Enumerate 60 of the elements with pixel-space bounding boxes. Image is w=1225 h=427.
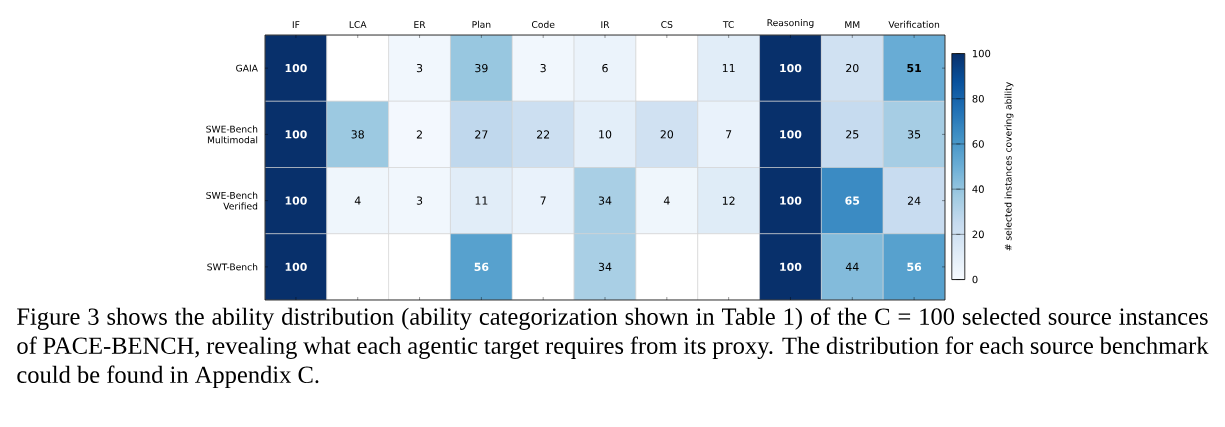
data-label: 34 bbox=[598, 262, 612, 272]
data-label: 27 bbox=[475, 130, 488, 139]
data-label: 7 bbox=[540, 196, 546, 205]
data-label: 3 bbox=[416, 63, 423, 73]
data-label: 44 bbox=[845, 262, 859, 271]
data-label: 34 bbox=[598, 196, 612, 205]
x-tick-label: CS bbox=[661, 21, 673, 28]
caption: Figure 3 shows the ability distribution (ability categorization shown in Table 1) of the C = 100 selected source instances of PACE-BENCH, revealing what each agentic target requires from its proxy. The distribution for each source benchmark could be found in Appendix C. bbox=[17, 307, 1209, 389]
data-label: 100 bbox=[285, 130, 307, 139]
data-label: 39 bbox=[475, 63, 488, 73]
data-label: 100 bbox=[780, 130, 802, 139]
data-label: 100 bbox=[780, 262, 802, 272]
data-label: 100 bbox=[285, 196, 307, 205]
data-label: 56 bbox=[474, 262, 489, 272]
data-label: 35 bbox=[907, 130, 921, 139]
x-tick-label: ER bbox=[414, 21, 426, 28]
data-label: 11 bbox=[722, 64, 735, 73]
data-label: 65 bbox=[845, 196, 860, 205]
color-bar-label: 40 bbox=[972, 185, 984, 193]
x-tick-label: TC bbox=[722, 21, 734, 28]
data-label: 51 bbox=[907, 64, 921, 73]
x-tick-label: IR bbox=[601, 21, 610, 28]
data-label: 24 bbox=[907, 196, 921, 205]
x-tick-label: Code bbox=[531, 20, 555, 28]
data-label: 100 bbox=[285, 63, 307, 73]
data-label: 3 bbox=[416, 196, 423, 205]
color-bar-label: 20 bbox=[972, 230, 984, 239]
data-label: 2 bbox=[416, 130, 422, 139]
data-label: 20 bbox=[846, 63, 859, 73]
color-bar-label: 80 bbox=[972, 94, 984, 103]
data-label: 6 bbox=[602, 63, 608, 73]
data-label: 4 bbox=[663, 196, 670, 205]
data-label: 25 bbox=[846, 130, 859, 139]
color-bar-title: # selected instances covering ability bbox=[1004, 82, 1014, 251]
x-tick-label: IF bbox=[292, 21, 300, 28]
data-label: 22 bbox=[537, 130, 550, 139]
data-label: 56 bbox=[907, 262, 922, 272]
color-bar-label: 100 bbox=[972, 49, 991, 58]
x-tick-label: Plan bbox=[472, 20, 491, 28]
x-tick-label: Reasoning bbox=[767, 19, 814, 28]
data-label: 10 bbox=[599, 130, 612, 139]
data-label: 12 bbox=[722, 196, 735, 205]
data-label: 3 bbox=[540, 63, 546, 73]
data-label: 100 bbox=[780, 196, 802, 205]
data-label: 7 bbox=[726, 130, 732, 139]
data-label: 100 bbox=[285, 262, 307, 272]
data-label: 38 bbox=[351, 130, 364, 139]
y-tick-label: SWT-Bench bbox=[207, 263, 258, 271]
y-tick-label: SWE-Bench Verified bbox=[206, 191, 258, 210]
data-label: 100 bbox=[780, 63, 802, 73]
x-tick-label: LCA bbox=[349, 21, 367, 28]
y-tick-label: GAIA bbox=[236, 64, 258, 72]
data-label: 4 bbox=[354, 196, 361, 205]
x-tick-label: Verification bbox=[888, 20, 940, 28]
data-label: 20 bbox=[660, 130, 674, 139]
color-bar-label: 0 bbox=[972, 275, 978, 284]
data-label: 11 bbox=[475, 196, 488, 205]
color-bar-label: 60 bbox=[972, 140, 984, 148]
x-tick-label: MM bbox=[845, 21, 860, 28]
y-tick-label: SWE-Bench Multimodal bbox=[206, 125, 258, 144]
